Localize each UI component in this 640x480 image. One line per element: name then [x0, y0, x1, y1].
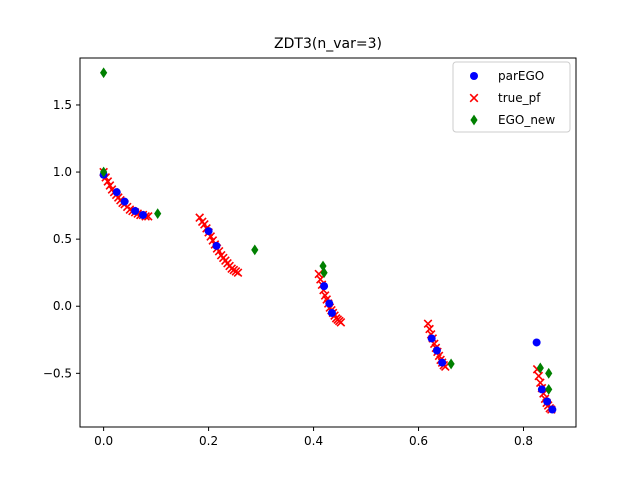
legend-box	[452, 61, 571, 133]
x-tick-label: 0.8	[514, 434, 533, 448]
parEGO-point	[532, 338, 541, 347]
true_pf-point	[336, 317, 346, 327]
legend: parEGO true_pf EGO_new	[452, 61, 571, 133]
y-tick-label: 1.5	[53, 98, 72, 112]
parEGO-point	[548, 405, 557, 414]
parEGO-point	[327, 308, 336, 317]
EGO_new-point	[320, 267, 328, 279]
EGO_new-point	[251, 244, 259, 256]
true_pf-point	[535, 378, 545, 388]
parEGO-point	[131, 206, 140, 215]
EGO_new-point	[100, 67, 108, 79]
y-tick-label: 0.0	[53, 299, 72, 313]
series-EGO_new	[100, 67, 553, 395]
true_pf-point	[316, 275, 325, 284]
EGO_new-point	[536, 362, 544, 374]
legend-marker-true_pf	[469, 93, 479, 103]
parEGO-point	[138, 210, 147, 219]
x-tick-label: 0.2	[199, 434, 218, 448]
EGO_new-point	[545, 384, 553, 395]
y-tick-label: 0.5	[53, 232, 72, 246]
EGO_new-point	[100, 166, 108, 178]
legend-label: EGO_new	[498, 113, 555, 127]
parEGO-point	[438, 358, 447, 367]
parEGO-point	[204, 227, 213, 236]
true_pf-point	[195, 213, 205, 223]
parEGO-point	[537, 385, 546, 394]
legend-marker-EGO_new	[470, 114, 478, 126]
plot-frame	[79, 57, 577, 428]
true_pf-point	[423, 319, 433, 329]
y-axis: −0.5 0.0 0.5 1.0 1.5	[43, 98, 80, 380]
parEGO-point	[320, 282, 329, 291]
parEGO-point	[120, 197, 129, 206]
y-tick-label: 1.0	[53, 165, 72, 179]
plot-marks	[99, 67, 557, 414]
true_pf-point	[233, 268, 243, 278]
parEGO-point	[543, 397, 552, 406]
x-axis: 0.0 0.2 0.4 0.6 0.8	[94, 427, 533, 448]
x-tick-label: 0.6	[409, 434, 428, 448]
y-tick-label: −0.5	[43, 366, 72, 380]
chart-title: ZDT3(n_var=3)	[274, 36, 382, 52]
parEGO-point	[112, 188, 121, 197]
true_pf-point	[534, 371, 544, 381]
EGO_new-point	[154, 208, 162, 220]
EGO_new-point	[447, 358, 455, 370]
parEGO-point	[427, 334, 436, 343]
true_pf-point	[425, 324, 434, 334]
parEGO-point	[432, 346, 441, 355]
legend-label: parEGO	[498, 69, 544, 83]
EGO_new-point	[545, 367, 553, 379]
x-tick-label: 0.0	[94, 434, 113, 448]
legend-label: true_pf	[498, 91, 541, 105]
EGO_new-point	[319, 260, 327, 272]
legend-marker-parEGO	[470, 72, 478, 80]
x-tick-label: 0.4	[304, 434, 323, 448]
parEGO-point	[325, 299, 334, 308]
parEGO-point	[212, 241, 221, 250]
